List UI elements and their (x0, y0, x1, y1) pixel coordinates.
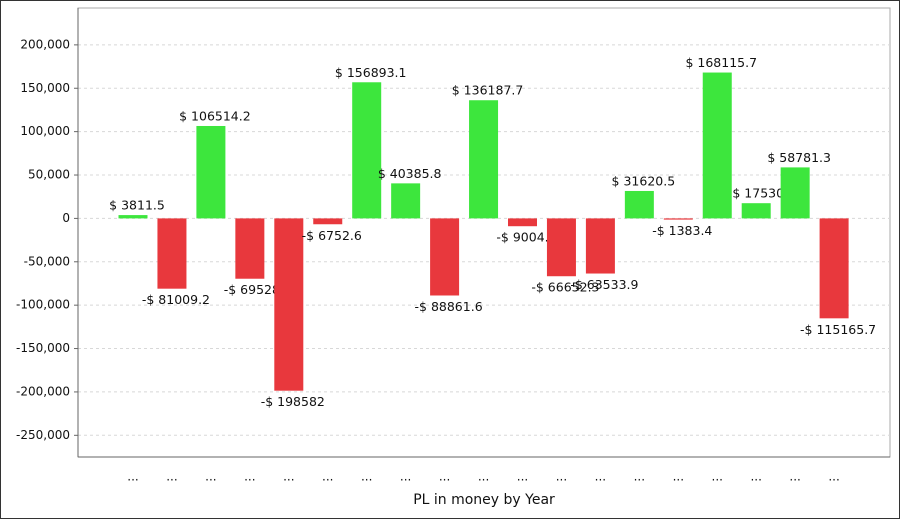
y-tick-label: -200,000 (16, 384, 70, 398)
y-tick-label: -250,000 (16, 428, 70, 442)
data-label: $ 106514.2 (179, 108, 251, 123)
y-tick-label: -150,000 (16, 341, 70, 355)
bar (508, 218, 537, 227)
x-tick-label: ... (712, 470, 723, 484)
x-tick-label: ... (556, 470, 567, 484)
x-tick-label: ... (828, 470, 839, 484)
data-label: -$ 115165.7 (800, 322, 876, 337)
x-tick-label: ... (595, 470, 606, 484)
bar (585, 218, 615, 274)
data-label: -$ 69528. (224, 282, 284, 297)
y-tick-label: 0 (62, 211, 70, 225)
x-tick-label: ... (244, 470, 255, 484)
bar (741, 203, 771, 219)
bar (819, 218, 849, 319)
data-label: $ 31620.5 (612, 173, 676, 188)
x-axis-title: PL in money by Year (413, 492, 555, 508)
y-tick-label: 150,000 (20, 81, 70, 95)
x-tick-label: ... (322, 470, 333, 484)
data-label: $ 17530. (732, 186, 788, 201)
data-label: $ 136187.7 (452, 83, 524, 98)
data-label: -$ 6752.6 (302, 228, 362, 243)
data-label: -$ 1383.4 (652, 223, 712, 238)
bar (352, 82, 382, 219)
bar (663, 218, 693, 220)
data-label: $ 168115.7 (685, 55, 757, 70)
data-label: -$ 9004.8 (496, 230, 556, 245)
x-tick-label: ... (400, 470, 411, 484)
x-tick-label: ... (750, 470, 761, 484)
bar (546, 218, 576, 277)
bar (624, 190, 654, 219)
y-tick-label: -50,000 (24, 254, 70, 268)
x-tick-label: ... (478, 470, 489, 484)
x-tick-label: ... (634, 470, 645, 484)
bar (469, 100, 499, 219)
bar (702, 72, 732, 219)
x-tick-label: ... (361, 470, 372, 484)
x-tick-label: ... (205, 470, 216, 484)
y-tick-label: 50,000 (28, 168, 70, 182)
bar (118, 215, 148, 219)
x-tick-label: ... (283, 470, 294, 484)
x-tick-label: ... (673, 470, 684, 484)
y-tick-label: 200,000 (20, 37, 70, 51)
data-label: -$ 198582 (261, 394, 325, 409)
bar (780, 167, 810, 219)
bar (391, 183, 421, 219)
data-label: $ 156893.1 (335, 65, 407, 80)
data-label: $ 40385.8 (378, 166, 442, 181)
data-label: $ 3811.5 (109, 198, 165, 213)
bar (157, 218, 187, 289)
data-label: -$ 81009.2 (142, 292, 210, 307)
data-label: -$ 66652.3 (531, 280, 599, 295)
y-tick-label: 100,000 (20, 124, 70, 138)
bar (196, 125, 226, 219)
x-tick-label: ... (517, 470, 528, 484)
plot-area (77, 7, 891, 458)
x-tick-label: ... (127, 470, 138, 484)
x-tick-label: ... (166, 470, 177, 484)
data-label: -$ 88861.6 (415, 299, 483, 314)
x-tick-label: ... (439, 470, 450, 484)
bar (235, 218, 265, 279)
bar (313, 218, 343, 225)
bar (274, 218, 304, 391)
y-tick-label: -100,000 (16, 298, 70, 312)
data-label: $ 58781.3 (767, 150, 831, 165)
x-tick-label: ... (789, 470, 800, 484)
bar (430, 218, 460, 296)
data-label: -$ 63533.9 (570, 277, 638, 292)
